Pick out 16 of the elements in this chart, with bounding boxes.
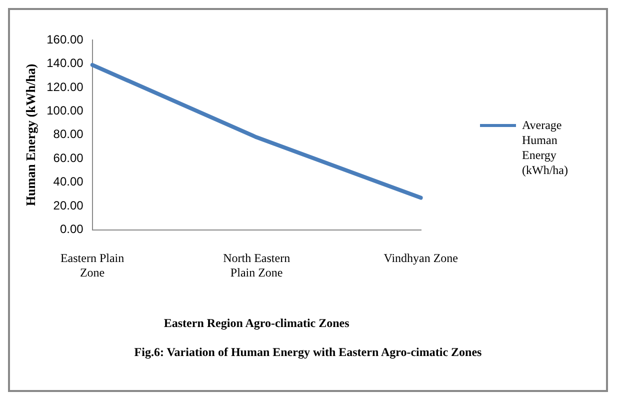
- y-tick-label: 40.00: [53, 174, 84, 189]
- caption: Fig.6: Variation of Human Energy with Eastern Agro-cimatic Zones: [133, 345, 483, 361]
- x-tick-label: Vindhyan Zone: [384, 251, 458, 266]
- y-tick-label: 80.00: [53, 127, 84, 142]
- x-tick-label: Eastern Plain Zone: [60, 251, 124, 280]
- y-axis-title: Human Energy (kWh/ha): [23, 64, 38, 206]
- y-tick-label: 0.00: [60, 222, 84, 236]
- x-axis-title: Eastern Region Agro-climatic Zones: [164, 316, 350, 330]
- y-tick-label: 100.00: [46, 103, 84, 118]
- x-tick-label: North Eastern Plain Zone: [223, 251, 290, 280]
- y-tick-label: 20.00: [53, 198, 84, 212]
- y-tick-label: 140.00: [46, 56, 84, 70]
- legend-label: Average Human Energy (kWh/ha): [522, 118, 569, 178]
- y-tick-label: 160.00: [46, 32, 84, 46]
- y-tick-label: 120.00: [46, 80, 84, 94]
- y-tick-label: 60.00: [53, 150, 84, 165]
